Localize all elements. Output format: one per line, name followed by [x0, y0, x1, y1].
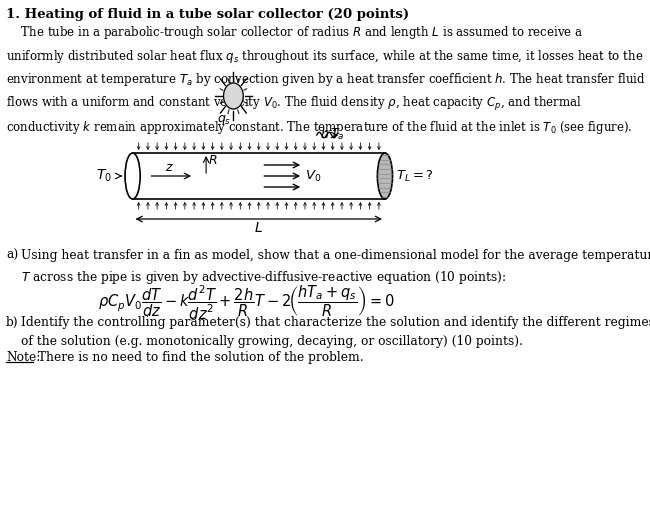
Text: There is no need to find the solution of the problem.: There is no need to find the solution of… [34, 351, 364, 364]
Text: $V_0$: $V_0$ [305, 168, 321, 183]
Text: $h$: $h$ [320, 127, 329, 141]
Text: $T_0$: $T_0$ [96, 168, 112, 184]
Circle shape [224, 83, 243, 109]
Text: The tube in a parabolic-trough solar collector of radius $R$ and length $L$ is a: The tube in a parabolic-trough solar col… [6, 24, 645, 137]
Text: $R$: $R$ [207, 154, 217, 167]
Text: a): a) [6, 249, 18, 262]
Ellipse shape [125, 153, 140, 199]
Text: $T_a$: $T_a$ [330, 127, 344, 142]
Text: $z$: $z$ [165, 161, 174, 174]
Text: 1. Heating of fluid in a tube solar collector (20 points): 1. Heating of fluid in a tube solar coll… [6, 8, 410, 21]
Text: Identify the controlling parameter(s) that characterize the solution and identif: Identify the controlling parameter(s) th… [21, 316, 650, 348]
Text: $\rho C_p V_0\dfrac{dT}{dz} - k\dfrac{d^2T}{dz^2} + \dfrac{2h}{R}T - 2\!\left(\d: $\rho C_p V_0\dfrac{dT}{dz} - k\dfrac{d^… [98, 284, 395, 322]
Text: $T_L = ?$: $T_L = ?$ [396, 168, 434, 183]
Text: $L$: $L$ [254, 221, 263, 235]
Bar [133, 153, 385, 199]
Ellipse shape [378, 153, 393, 199]
Text: $q_s$: $q_s$ [216, 113, 231, 127]
Text: Using heat transfer in a fin as model, show that a one-dimensional model for the: Using heat transfer in a fin as model, s… [21, 249, 650, 286]
Text: b): b) [6, 316, 19, 329]
Text: Note:: Note: [6, 351, 40, 364]
